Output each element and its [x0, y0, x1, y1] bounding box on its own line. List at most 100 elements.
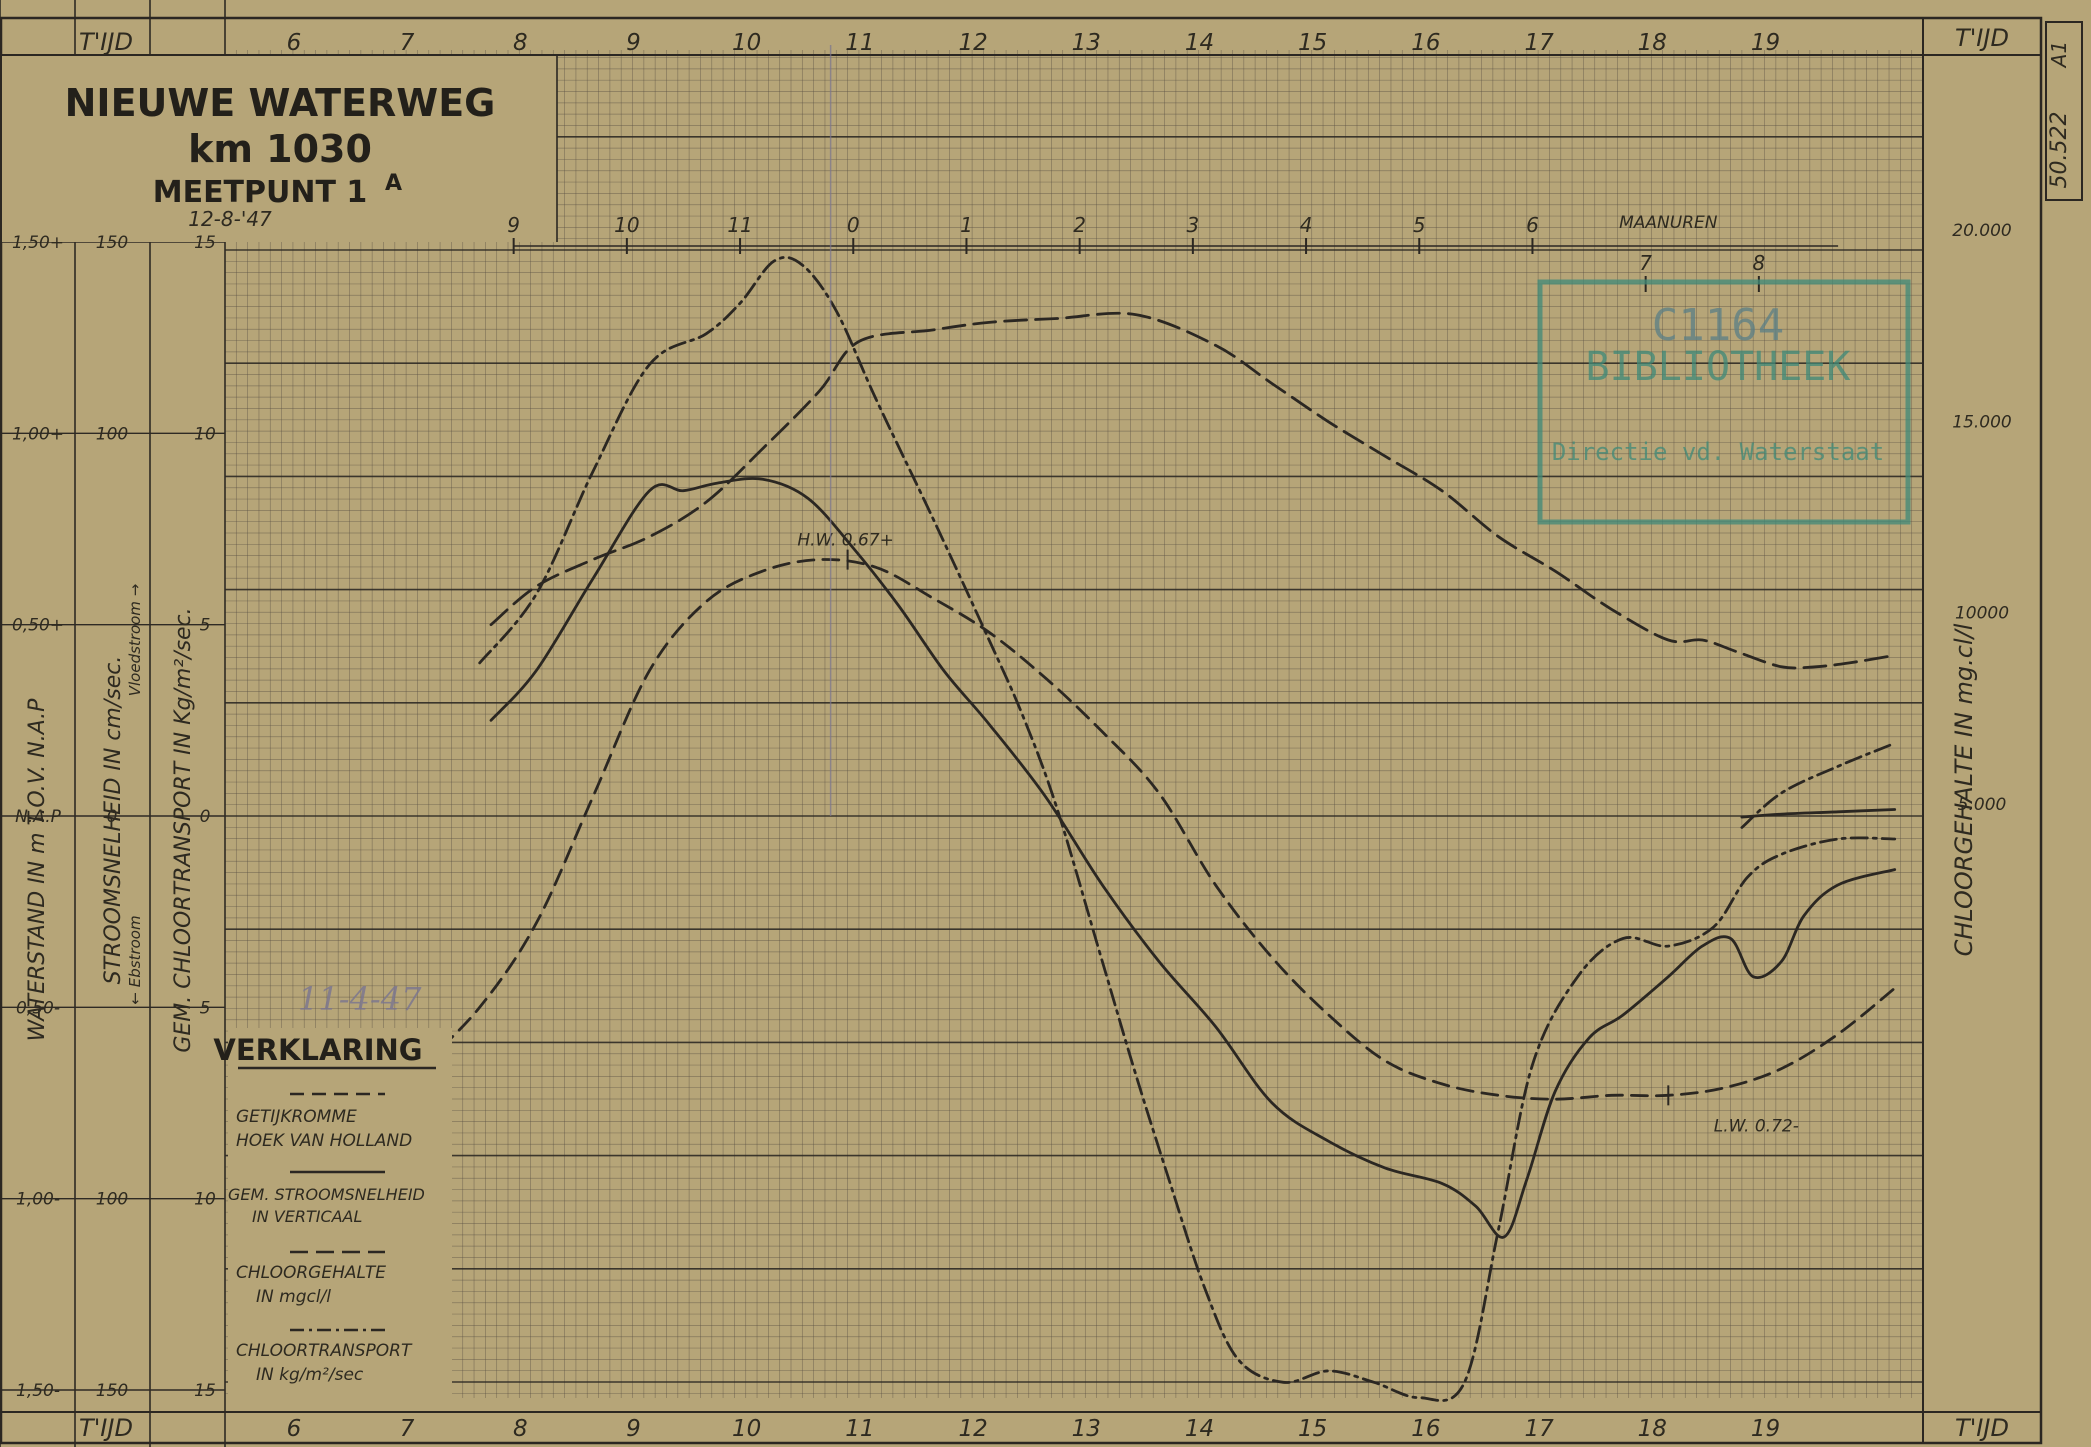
right-axis-tick: 15.000 — [1952, 412, 2011, 432]
x-tick-label-bottom: 13 — [1072, 1416, 1101, 1442]
legend-label-current-1: GEM. STROOMSNELHEID — [228, 1185, 425, 1204]
x-tick-label-bottom: 11 — [845, 1416, 874, 1442]
x-tick-label-top: 13 — [1072, 30, 1101, 56]
x-tick-label-top: 11 — [845, 30, 874, 56]
x-tick-label-bottom: 15 — [1298, 1416, 1327, 1442]
x-tick-label-bottom: 18 — [1638, 1416, 1667, 1442]
chloortransport-tick: 5 — [200, 616, 211, 636]
chloorgehalte-axis-title: CHLOORGEHALTE IN mg.cl/l — [1950, 623, 1978, 956]
chloortransport-tick: 10 — [194, 424, 216, 444]
title-line3-superscript: A — [385, 171, 402, 196]
legend-label-current-2: IN VERTICAAL — [252, 1207, 362, 1226]
title-date: 12-8-'47 — [188, 207, 272, 231]
waterstand-tick: 1,00- — [16, 1190, 60, 1210]
x-tick-label-bottom: 17 — [1524, 1416, 1554, 1442]
x-tick-label-bottom: 19 — [1751, 1416, 1780, 1442]
axes: T'IJDT'IJDT'IJDT'IJD66778899101011111212… — [12, 24, 2012, 1442]
waterstand-tick: 0,50- — [16, 998, 60, 1018]
legend-label-transport-2: IN kg/m²/sec — [256, 1365, 364, 1385]
legend-label-transport-1: CHLOORTRANSPORT — [236, 1341, 413, 1361]
x-tick-label-bottom: 7 — [400, 1416, 415, 1442]
series-line-2 — [1740, 808, 1897, 819]
x-tick-label-top: 7 — [400, 30, 415, 56]
waterstand-axis-title: WATERSTAND IN m T.O.V. N.A.P — [25, 698, 50, 1042]
x-tick-label-top: 10 — [732, 30, 761, 56]
waterstand-tick: 0,50+ — [12, 616, 64, 636]
stamp-number: C1164 — [1652, 300, 1784, 351]
x-tick-label-top: 17 — [1524, 30, 1554, 56]
title-block: NIEUWE WATERWEG km 1030 MEETPUNT 1 A 12-… — [65, 81, 496, 231]
annotations-layer: H.W. 0.67+ L.W. 0.72- — [797, 45, 1799, 1136]
vloedstroom-label: Vloedstroom → — [126, 584, 144, 697]
right-axis-tick: 20.000 — [1952, 221, 2011, 241]
series-line-3 — [489, 311, 1897, 670]
right-axis-tick: 10000 — [1955, 604, 2009, 624]
stroomsnelheid-tick: 100 — [96, 1190, 128, 1210]
moon-hours-title: MAANUREN — [1619, 213, 1718, 233]
x-tick-label-bottom: 14 — [1185, 1416, 1214, 1442]
stroomsnelheid-tick: 150 — [96, 233, 128, 253]
moon-hour-label: 11 — [727, 213, 752, 237]
title-box-background — [2, 56, 557, 242]
x-tick-label-top: 6 — [287, 30, 302, 56]
x-tick-label-top: 12 — [958, 30, 987, 56]
x-tick-label-bottom: 6 — [287, 1416, 302, 1442]
stroomsnelheid-tick: 100 — [96, 424, 128, 444]
chloortransport-tick: 15 — [194, 1381, 216, 1401]
stroomsnelheid-axis-title: STROOMSNELHEID IN cm/sec. — [101, 656, 126, 985]
moon-hour-label: 6 — [1526, 213, 1539, 237]
outer-frame — [0, 16, 2043, 1445]
chloortransport-tick: 10 — [194, 1190, 216, 1210]
legend-title: VERKLARING — [213, 1033, 422, 1067]
title-line1: NIEUWE WATERWEG — [65, 81, 496, 125]
x-tick-label-top: 16 — [1411, 30, 1440, 56]
moon-hour-label: 7 — [1639, 251, 1652, 275]
moon-hour-label: 4 — [1300, 213, 1313, 237]
title-line2: km 1030 — [188, 127, 372, 171]
handwritten-note: 11-4-47 — [298, 980, 422, 1018]
moon-hour-label: 1 — [960, 213, 973, 237]
x-tick-label-bottom: 8 — [513, 1416, 528, 1442]
legend-background — [228, 1028, 452, 1408]
legend-label-chloride-2: IN mgcl/l — [256, 1287, 331, 1307]
x-tick-label-top: 18 — [1638, 30, 1667, 56]
x-tick-label-top: 14 — [1185, 30, 1214, 56]
moon-hour-label: 9 — [507, 213, 520, 237]
waterstand-tick: N.A.P — [15, 807, 61, 827]
x-tick-label-top: 15 — [1298, 30, 1327, 56]
stamp-line1: BIBLIOTHEEK — [1586, 344, 1851, 390]
waterstand-tick: 1,50- — [16, 1381, 60, 1401]
x-tick-label-top: 19 — [1751, 30, 1780, 56]
footer-time-label-right: T'IJD — [1955, 1414, 2009, 1442]
series-layer — [421, 255, 1897, 1402]
stroomsnelheid-tick: 150 — [96, 1381, 128, 1401]
series-line-1 — [489, 477, 1897, 1239]
library-stamp: C1164 BIBLIOTHEEK Directie vd. Waterstaa… — [1537, 279, 1911, 525]
x-tick-label-bottom: 10 — [732, 1416, 761, 1442]
footer-time-label: T'IJD — [79, 1414, 133, 1442]
waterstand-tick: 1,50+ — [12, 233, 64, 253]
chloortransport-tick: 0 — [200, 807, 211, 827]
right-axis-tick: 5.000 — [1958, 795, 2007, 815]
header-time-label-right: T'IJD — [1955, 24, 2009, 52]
moon-hour-label: 0 — [847, 213, 860, 237]
legend-label-tide-2: HOEK VAN HOLLAND — [236, 1131, 412, 1151]
chloortransport-axis-title: GEM. CHLOORTRANSPORT IN Kg/m²/sec. — [171, 607, 196, 1052]
sheet-number: 50.522 — [2047, 112, 2072, 189]
sheet-number-box: A1 50.522 — [2045, 21, 2083, 201]
annotation-low-water: L.W. 0.72- — [1714, 1116, 1799, 1136]
moon-hour-label: 8 — [1752, 251, 1765, 275]
waterstand-tick: 1,00+ — [12, 424, 64, 444]
x-tick-label-bottom: 16 — [1411, 1416, 1440, 1442]
moon-hour-label: 5 — [1413, 213, 1426, 237]
stroomsnelheid-tick: 0 — [107, 807, 118, 827]
x-tick-label-top: 8 — [513, 30, 528, 56]
x-tick-label-bottom: 9 — [626, 1416, 641, 1442]
stamp-line2: Directie vd. Waterstaat — [1552, 438, 1884, 466]
moon-hour-label: 2 — [1073, 213, 1086, 237]
sheet-code: A1 — [2047, 41, 2071, 69]
annotation-high-water: H.W. 0.67+ — [797, 531, 894, 551]
x-tick-label-bottom: 12 — [958, 1416, 987, 1442]
ebstroom-label: ← Ebstroom — [126, 915, 144, 1004]
